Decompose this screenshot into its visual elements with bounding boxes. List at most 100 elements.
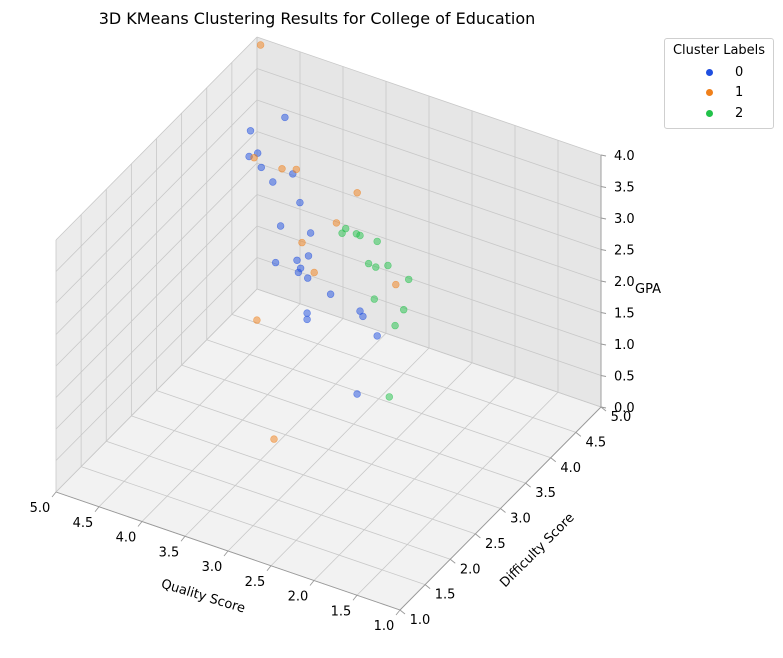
y-tick-label: 4.5 bbox=[586, 435, 607, 450]
x-tick-label: 4.5 bbox=[73, 516, 94, 531]
cluster-1-point bbox=[310, 268, 318, 277]
x-tick-mark bbox=[266, 565, 272, 572]
legend: Cluster Labels 0 1 2 bbox=[664, 38, 774, 129]
cluster-0-point bbox=[326, 290, 335, 298]
legend-label-1: 1 bbox=[735, 85, 744, 101]
cluster-2-point bbox=[372, 263, 380, 271]
cluster-2-point bbox=[373, 237, 381, 246]
x-tick-label: 1.0 bbox=[374, 619, 395, 634]
grid-line bbox=[256, 194, 602, 313]
x-tick-label: 2.0 bbox=[288, 590, 309, 605]
y-tick-label: 3.0 bbox=[510, 512, 531, 527]
x-tick-mark bbox=[352, 594, 358, 601]
x-tick-mark bbox=[137, 521, 143, 527]
legend-marker-1 bbox=[706, 89, 713, 97]
legend-marker-2 bbox=[706, 109, 713, 117]
grid-line bbox=[106, 440, 451, 560]
y-tick-label: 1.0 bbox=[410, 613, 431, 628]
grid-line bbox=[256, 36, 602, 156]
cluster-0-point bbox=[356, 307, 364, 315]
cluster-0-point bbox=[353, 390, 361, 398]
z-tick-label: 3.0 bbox=[614, 212, 635, 227]
cluster-2-point bbox=[384, 261, 392, 270]
z-tick-label: 2.0 bbox=[614, 275, 635, 290]
tick-labels: 1.0 1.5 2.0 2.5 3.0 3.5 4.0 4.5 5.0 1.0 1.5 2.0 2.5 3… bbox=[30, 149, 635, 634]
z-tick-mark bbox=[600, 406, 607, 409]
x-tick-label: 4.0 bbox=[116, 531, 137, 546]
x-tick-mark bbox=[395, 609, 401, 616]
grid-line bbox=[55, 68, 258, 272]
x-tick-mark bbox=[223, 550, 229, 557]
legend-label-2: 2 bbox=[735, 105, 744, 121]
y-tick-mark bbox=[424, 584, 431, 589]
cluster-0-point bbox=[246, 127, 255, 135]
z-tick-label: 4.0 bbox=[614, 149, 635, 164]
cluster-2-point bbox=[338, 229, 346, 237]
grid-line bbox=[55, 257, 258, 461]
cluster-1-point bbox=[332, 219, 341, 227]
cluster-1-point bbox=[256, 41, 265, 49]
cluster-0-point bbox=[271, 258, 280, 267]
cluster-2-point bbox=[385, 393, 393, 401]
z-axis-label: GPA bbox=[635, 282, 661, 297]
x-tick-label: 5.0 bbox=[30, 501, 51, 516]
y-tick-mark bbox=[475, 533, 481, 539]
grid-line bbox=[256, 131, 602, 250]
cluster-2-point bbox=[370, 295, 378, 303]
z-tick-mark bbox=[600, 375, 607, 377]
cluster-0-point bbox=[373, 332, 381, 340]
cluster-1-point bbox=[250, 154, 258, 162]
cluster-0-point bbox=[257, 163, 265, 172]
grid-line bbox=[256, 288, 602, 408]
cluster-1-point bbox=[292, 165, 300, 174]
grid-line bbox=[256, 68, 602, 187]
grid-line bbox=[55, 131, 258, 335]
z-tick-label: 0.0 bbox=[614, 401, 635, 416]
y-tick-label: 2.5 bbox=[485, 537, 506, 552]
cluster-0-point bbox=[296, 198, 304, 207]
grid-line bbox=[206, 339, 551, 459]
cluster-0-point bbox=[306, 229, 315, 237]
cluster-0-point bbox=[293, 256, 301, 264]
grid-line bbox=[80, 466, 426, 586]
grid-line bbox=[256, 162, 602, 282]
z-tick-label: 3.5 bbox=[614, 181, 635, 196]
y-tick-label: 1.5 bbox=[435, 588, 456, 603]
z-tick-mark bbox=[600, 343, 607, 346]
legend-marker-0 bbox=[706, 68, 713, 76]
legend-title: Cluster Labels bbox=[672, 43, 766, 58]
z-tick-label: 2.5 bbox=[614, 244, 635, 259]
grid-line bbox=[55, 225, 258, 430]
cluster-2-point bbox=[391, 321, 399, 330]
chart-title: 3D KMeans Clustering Results for College… bbox=[99, 9, 536, 28]
cluster-2-point bbox=[400, 306, 408, 314]
z-tick-label: 1.5 bbox=[614, 307, 635, 322]
cluster-0-point bbox=[304, 252, 313, 260]
z-tick-label: 1.0 bbox=[614, 338, 635, 353]
cluster-1-point bbox=[270, 435, 278, 443]
grid-line bbox=[256, 257, 602, 376]
grid-line bbox=[256, 225, 602, 345]
z-tick-mark bbox=[600, 312, 607, 314]
cluster-0-point bbox=[294, 268, 303, 277]
cluster-0-point bbox=[304, 274, 312, 282]
x-tick-label: 1.5 bbox=[331, 604, 352, 619]
x-axis-label: Quality Score bbox=[159, 577, 247, 617]
cluster-0-point bbox=[303, 309, 311, 317]
x-tick-mark bbox=[309, 580, 315, 586]
grid-line bbox=[231, 313, 577, 433]
z-tick-mark bbox=[600, 217, 607, 220]
data-points bbox=[245, 41, 413, 443]
z-tick-mark bbox=[600, 154, 607, 157]
y-tick-mark bbox=[399, 609, 406, 615]
cluster-0-point bbox=[276, 222, 285, 230]
grid-line bbox=[156, 390, 501, 509]
x-tick-label: 3.0 bbox=[202, 560, 223, 575]
grid-line bbox=[55, 194, 258, 398]
z-tick-mark bbox=[600, 186, 607, 188]
x-tick-mark bbox=[180, 535, 186, 542]
cluster-2-point bbox=[352, 230, 361, 238]
grid-line bbox=[131, 415, 476, 535]
cluster-2-point bbox=[405, 275, 413, 284]
y-tick-mark bbox=[449, 558, 456, 564]
